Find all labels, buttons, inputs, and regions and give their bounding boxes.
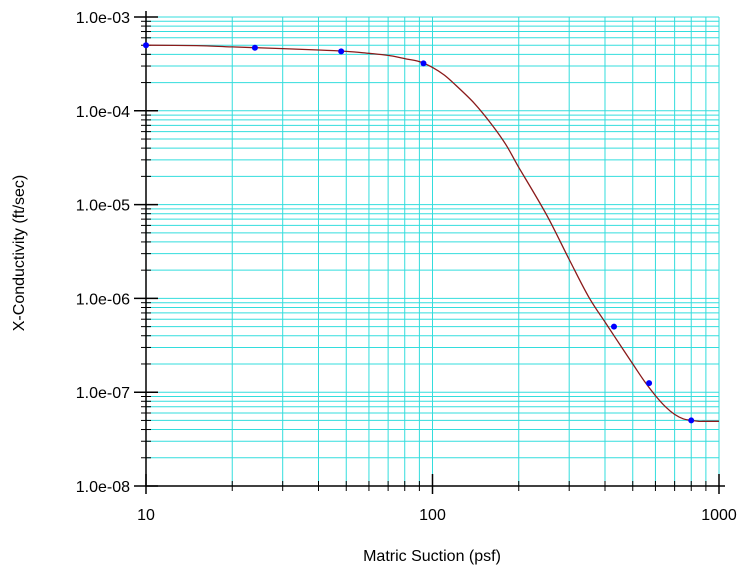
- series: [143, 42, 719, 424]
- y-tick-label: 1.0e-07: [76, 385, 130, 402]
- x-axis-title: Matric Suction (psf): [363, 548, 501, 565]
- data-point: [646, 380, 653, 387]
- tick-marks: [134, 16, 720, 494]
- data-point: [338, 48, 345, 55]
- data-point: [143, 42, 149, 49]
- y-axis-title: X-Conductivity (ft/sec): [11, 175, 28, 331]
- y-tick-label: 1.0e-06: [76, 291, 130, 308]
- data-point: [420, 60, 427, 67]
- x-tick-label: 10: [137, 507, 155, 524]
- grid-lines: [146, 16, 720, 486]
- data-point: [251, 44, 258, 51]
- x-tick-label: 1000: [701, 507, 737, 524]
- y-tick-label: 1.0e-05: [76, 198, 130, 215]
- data-point: [688, 417, 695, 424]
- conductivity-curve: [145, 44, 719, 422]
- y-tick-label: 1.0e-08: [76, 479, 130, 496]
- x-tick-label: 100: [419, 507, 446, 524]
- y-tick-label: 1.0e-03: [76, 10, 130, 27]
- y-tick-label: 1.0e-04: [76, 104, 130, 121]
- data-point: [610, 323, 617, 330]
- tick-labels: 1.0e-08 1.0e-07 1.0e-06 1.0e-05 1.0e-04 1.0e-…: [76, 10, 737, 524]
